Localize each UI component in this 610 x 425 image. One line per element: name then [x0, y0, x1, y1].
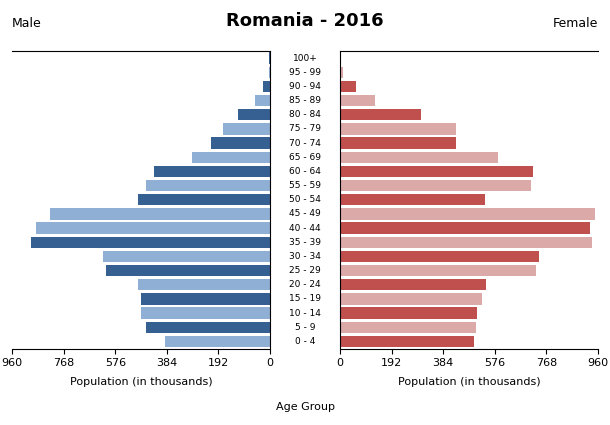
Text: 100+: 100+ [293, 54, 317, 62]
Text: 15 - 19: 15 - 19 [289, 295, 321, 303]
Text: 35 - 39: 35 - 39 [289, 238, 321, 247]
Bar [340, 307, 477, 319]
X-axis label: Population (in thousands): Population (in thousands) [398, 377, 540, 387]
Text: 40 - 44: 40 - 44 [289, 224, 321, 232]
Bar [192, 152, 270, 163]
Bar [340, 279, 486, 290]
Bar [340, 194, 485, 205]
Bar [340, 265, 536, 276]
Text: 75 - 79: 75 - 79 [289, 125, 321, 133]
Bar [340, 81, 356, 92]
Bar [340, 166, 533, 177]
Bar [138, 279, 270, 290]
X-axis label: Population (in thousands): Population (in thousands) [70, 377, 212, 387]
Bar [141, 293, 270, 305]
Bar [340, 222, 590, 234]
Bar [340, 237, 592, 248]
Text: 45 - 49: 45 - 49 [289, 210, 321, 218]
Bar [340, 180, 531, 191]
Bar [211, 137, 270, 149]
Bar [50, 208, 270, 220]
Text: 55 - 59: 55 - 59 [289, 181, 321, 190]
Text: 80 - 84: 80 - 84 [289, 110, 321, 119]
Bar [238, 109, 270, 120]
Text: Romania - 2016: Romania - 2016 [226, 12, 384, 30]
Bar [104, 251, 270, 262]
Bar [255, 95, 270, 106]
Bar [138, 194, 270, 205]
Bar [340, 95, 375, 106]
Text: 50 - 54: 50 - 54 [289, 195, 321, 204]
Bar [263, 81, 270, 92]
Text: Female: Female [553, 17, 598, 30]
Text: 95 - 99: 95 - 99 [289, 68, 321, 77]
Bar [37, 222, 270, 234]
Bar [340, 109, 421, 120]
Text: 0 - 4: 0 - 4 [295, 337, 315, 346]
Bar [340, 123, 456, 135]
Bar [340, 208, 595, 220]
Text: 65 - 69: 65 - 69 [289, 153, 321, 162]
Text: 20 - 24: 20 - 24 [289, 280, 321, 289]
Text: 85 - 89: 85 - 89 [289, 96, 321, 105]
Bar [31, 237, 270, 248]
Text: 90 - 94: 90 - 94 [289, 82, 321, 91]
Bar [165, 336, 270, 347]
Text: 70 - 74: 70 - 74 [289, 139, 321, 147]
Text: 30 - 34: 30 - 34 [289, 252, 321, 261]
Bar [141, 307, 270, 319]
Bar [340, 336, 475, 347]
Bar [340, 52, 341, 64]
Bar [154, 166, 270, 177]
Bar [268, 67, 270, 78]
Bar [223, 123, 270, 135]
Bar [340, 152, 498, 163]
Text: Male: Male [12, 17, 42, 30]
Text: 60 - 64: 60 - 64 [289, 167, 321, 176]
Bar [340, 293, 483, 305]
Bar [340, 251, 539, 262]
Bar [340, 67, 343, 78]
Bar [340, 322, 476, 333]
Bar [146, 322, 270, 333]
Bar [106, 265, 270, 276]
Bar [146, 180, 270, 191]
Bar [340, 137, 456, 149]
Text: 10 - 14: 10 - 14 [289, 309, 321, 317]
Text: Age Group: Age Group [276, 402, 334, 412]
Text: 25 - 29: 25 - 29 [289, 266, 321, 275]
Text: 5 - 9: 5 - 9 [295, 323, 315, 332]
